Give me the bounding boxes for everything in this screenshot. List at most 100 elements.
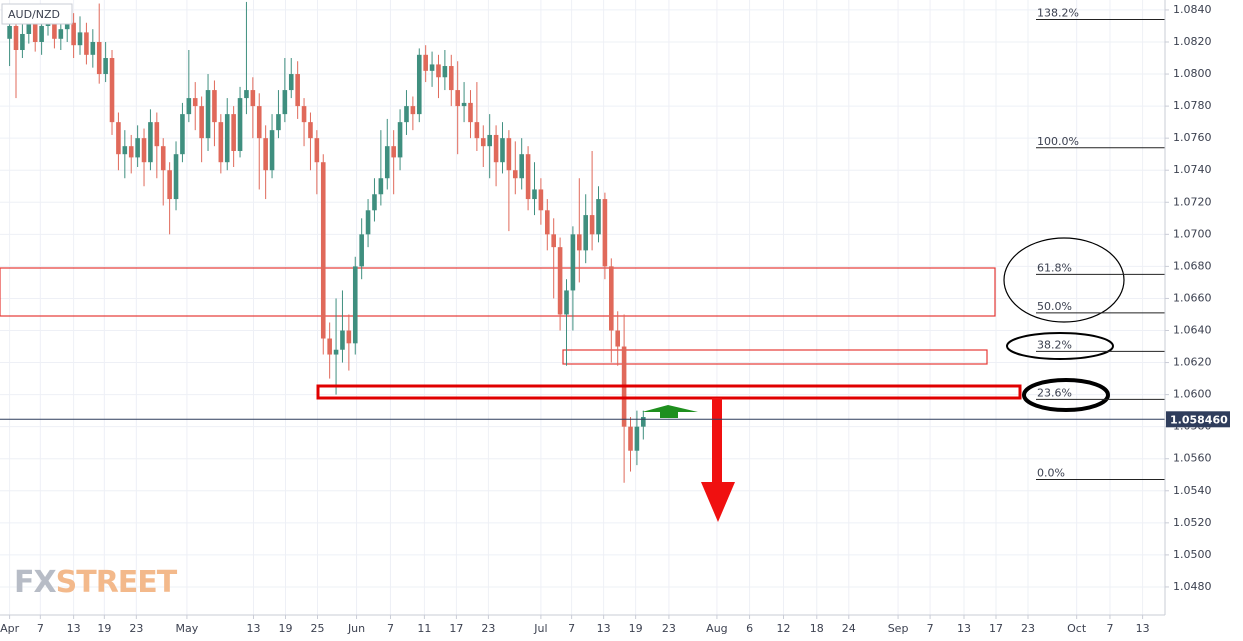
x-tick-label: 7 [927,622,934,635]
candle-body [564,290,569,315]
candle-body [525,154,531,200]
watermark: FXSTREET [14,565,178,600]
candle-body [237,98,243,151]
candle-body [455,90,460,107]
y-tick-label: 1.0500 [1173,548,1212,561]
candle-body [192,98,198,107]
candle-body [557,247,563,315]
x-tick-label: 13 [246,622,260,635]
candle-body [135,138,140,158]
candle-body [308,122,313,139]
candle-body [532,189,537,200]
candle-body [212,90,217,123]
candle-body [244,90,249,99]
candle-body [583,215,589,251]
x-tick-label: 12 [776,622,790,635]
y-tick-label: 1.0660 [1173,291,1212,304]
fib-label: 23.6% [1037,386,1072,399]
x-tick-label: 7 [568,622,575,635]
candle-body [352,266,358,344]
candle-body [90,41,96,55]
candle-body [333,349,339,355]
candle-body [71,22,76,46]
x-tick-label: 13 [67,622,81,635]
title-box [1,3,73,25]
candle-body [487,134,492,147]
candle-body [167,170,172,200]
candle-body [397,122,403,158]
y-tick-label: 1.0740 [1173,163,1212,176]
x-tick-label: 13 [1136,622,1150,635]
candle-body [26,17,32,34]
x-tick-label: Sep [888,622,909,635]
zone-box [0,267,996,317]
candle-body [148,122,153,163]
candle-body [199,106,204,139]
fib-label: 38.2% [1037,338,1072,351]
x-tick-label: 17 [989,622,1003,635]
candle-body [378,178,384,195]
candle-body [461,102,467,107]
candle-body [384,146,390,179]
candle-body [320,162,326,339]
candle-body [544,210,550,235]
candle-body [128,146,134,158]
x-tick-label: 19 [97,622,111,635]
candle-body [141,138,147,163]
candle-body [314,138,320,163]
x-tick-label: 23 [481,622,495,635]
candle-body [512,170,518,179]
candle-body [609,266,614,331]
watermark-street: STREET [56,565,178,600]
x-tick-label: Jul [533,622,547,635]
candle-body [52,13,57,39]
candle-body [493,134,499,163]
candle-body [416,54,422,115]
x-tick-label: 17 [449,622,463,635]
candle-body [359,234,364,267]
candle-body [224,114,230,163]
candle-body [77,32,83,46]
last-price-label: 1.058460 [1170,413,1228,426]
grid [0,0,1165,615]
candle-body [602,199,608,267]
x-tick-label: Apr [0,622,20,635]
candle-body [180,114,185,155]
y-tick-label: 1.0540 [1173,484,1212,497]
candle-body [103,58,108,75]
candle-body [340,330,345,350]
candle-body [39,25,44,42]
candle-body [442,66,448,78]
x-tick-label: 6 [746,622,753,635]
ellipse-marker [1003,237,1125,323]
chart-title: AUD/NZD [8,8,60,21]
candle-body [346,330,352,344]
candle-body [250,90,256,107]
candle-body [327,338,332,355]
candle-body [500,138,505,163]
candle-body [628,426,633,451]
overlay: 138.2% 100.0% 61.8% 50.0% 38.2% 23.6% 0.0% [0,7,1165,481]
candle-body [391,146,396,158]
y-tick-label: 1.0840 [1173,3,1212,16]
candle-body [404,106,409,123]
candle-body [288,74,294,91]
candle-body [84,32,89,55]
candle-body [295,74,300,107]
red-arrow-shaft [712,398,722,484]
candle-body [615,330,621,347]
candle-body [154,122,160,147]
candle-body [218,122,224,163]
x-tick-label: 25 [310,622,324,635]
candle-body [7,25,12,39]
fib-label: 0.0% [1037,467,1065,480]
candle-body [365,210,371,235]
candle-body [641,417,646,427]
red-arrow-head [701,482,735,522]
y-tick-label: 1.0700 [1173,227,1212,240]
x-tick-label: 23 [129,622,143,635]
candle-body [186,98,192,115]
y-tick-label: 1.0520 [1173,516,1212,529]
ellipse-marker [1022,378,1110,412]
